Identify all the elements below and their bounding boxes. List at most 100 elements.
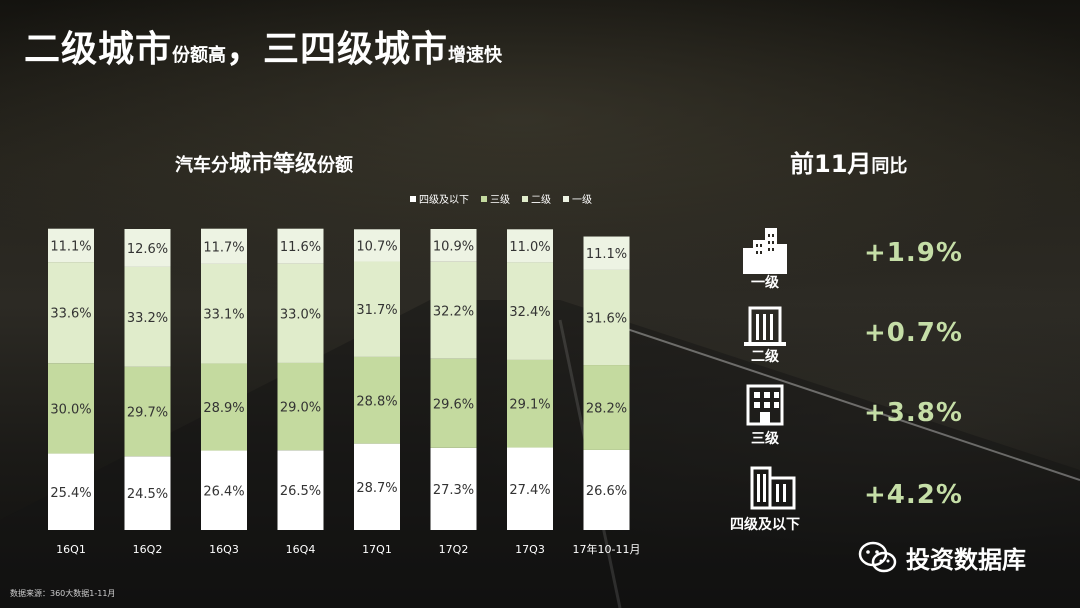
data-label-16Q3-tier1: 11.7%	[203, 240, 244, 255]
bar-segment-16Q3-tier3	[201, 363, 247, 451]
growth-title-big: 前11月	[790, 150, 872, 178]
tier-growth-1: +1.9%	[864, 238, 963, 268]
bar-segment-17Q1-tier1	[354, 229, 400, 262]
x-tick-label-17Q2: 17Q2	[439, 543, 469, 556]
tier-growth-4: +4.2%	[864, 480, 963, 510]
data-label-17Q3-tier2: 32.4%	[509, 305, 550, 320]
bar-segment-16Q4-tier4	[277, 450, 324, 530]
bar-segment-16Q4-tier2	[277, 263, 324, 363]
bar-segment-16Q1-tier1	[48, 228, 94, 263]
data-label-16Q1-tier3: 30.0%	[50, 402, 91, 417]
wechat-watermark: 投资数据库	[858, 540, 1026, 575]
data-label-17Q1-tier2: 31.7%	[356, 303, 397, 318]
legend-swatch-tier2	[522, 195, 528, 202]
bar-segment-16Q2-tier1	[124, 229, 171, 267]
tier-name-3: 三级	[751, 431, 779, 447]
low-building-icon	[750, 466, 796, 510]
bar-segment-16Q4-tier1	[277, 228, 324, 264]
bar-segment-16Q3-tier2	[201, 263, 247, 364]
bar-segment-17年10-11月-tier4	[583, 449, 630, 530]
bar-segment-17Q2-tier4	[430, 447, 477, 530]
data-label-16Q4-tier4: 26.5%	[280, 484, 321, 499]
bar-segment-16Q1-tier3	[48, 363, 94, 454]
data-label-17Q2-tier4: 27.3%	[433, 483, 474, 498]
legend-item-tier4: 四级及以下	[410, 191, 469, 206]
bar-segment-16Q1-tier2	[48, 262, 94, 364]
bar-segment-17Q1-tier3	[354, 356, 400, 444]
city-skyline-icon	[743, 228, 787, 274]
bar-segment-16Q3-tier1	[201, 228, 247, 264]
bar-segment-17Q3-tier3	[507, 359, 553, 448]
page-title: 二级城市份额高，三四级城市增速快	[24, 20, 502, 72]
data-label-17年10-11月-tier1: 11.1%	[586, 247, 627, 262]
data-label-17Q3-tier3: 29.1%	[509, 398, 550, 413]
bar-segment-17年10-11月-tier1	[583, 236, 630, 270]
growth-title-small: 同比	[871, 156, 908, 177]
x-tick-label-16Q3: 16Q3	[209, 543, 239, 556]
data-label-16Q2-tier1: 12.6%	[127, 242, 168, 257]
legend-label-tier1: 一级	[572, 195, 592, 206]
data-label-16Q2-tier3: 29.7%	[127, 406, 168, 421]
title-part1-small: 份额高	[172, 45, 227, 66]
bar-segment-17Q3-tier1	[507, 229, 553, 263]
title-part2-big: 三四级城市	[263, 29, 449, 70]
bar-segment-17Q2-tier3	[430, 358, 477, 448]
title-part2-small: 增速快	[448, 45, 503, 66]
bar-segment-17Q1-tier4	[354, 443, 400, 530]
tier-row-1: 一级 +1.9%	[720, 226, 970, 306]
watermark-text: 投资数据库	[906, 546, 1026, 574]
x-tick-label-17Q1: 17Q1	[362, 543, 392, 556]
data-label-16Q4-tier2: 33.0%	[280, 307, 321, 322]
chart-title-main: 城市等级	[229, 152, 318, 177]
bar-segment-16Q3-tier4	[201, 450, 247, 530]
legend-swatch-tier1	[563, 195, 569, 202]
bar-segment-17年10-11月-tier2	[583, 269, 630, 366]
tier-row-4: 四级及以下 +4.2%	[720, 462, 970, 542]
data-label-16Q3-tier3: 28.9%	[203, 401, 244, 416]
tier-name-2: 二级	[751, 349, 779, 365]
bar-segment-16Q2-tier4	[124, 456, 171, 530]
bar-segment-16Q1-tier4	[48, 453, 94, 530]
tier-growth-2: +0.7%	[864, 318, 963, 348]
legend-item-tier3: 三级	[481, 191, 510, 206]
data-label-17Q1-tier3: 28.8%	[356, 394, 397, 409]
x-tick-label-17Q3: 17Q3	[515, 543, 545, 556]
legend-swatch-tier3	[481, 195, 487, 202]
x-tick-label-17年10-11月: 17年10-11月	[573, 542, 641, 556]
bar-segment-17Q1-tier2	[354, 261, 400, 357]
data-label-17Q2-tier3: 29.6%	[433, 397, 474, 412]
bar-segment-16Q2-tier3	[124, 366, 171, 457]
legend-swatch-tier4	[410, 195, 416, 202]
title-separator: ，	[226, 29, 264, 70]
data-label-16Q3-tier2: 33.1%	[203, 308, 244, 323]
data-label-17Q1-tier4: 28.7%	[356, 481, 397, 496]
data-label-16Q2-tier2: 33.2%	[127, 311, 168, 326]
legend-label-tier3: 三级	[490, 195, 510, 206]
x-tick-label-16Q1: 16Q1	[56, 543, 86, 556]
bar-segment-17Q2-tier2	[430, 261, 477, 359]
bar-segment-16Q4-tier3	[277, 362, 324, 451]
bar-segment-17Q3-tier2	[507, 262, 553, 360]
legend-item-tier2: 二级	[522, 191, 551, 206]
tier-growth-3: +3.8%	[864, 398, 963, 428]
tall-building-icon	[744, 306, 786, 346]
title-part1-big: 二级城市	[24, 29, 173, 70]
growth-panel-title: 前11月同比	[790, 144, 907, 179]
data-label-16Q2-tier4: 24.5%	[127, 487, 168, 502]
data-label-16Q4-tier3: 29.0%	[280, 401, 321, 416]
chart-legend: 四级及以下 三级 二级 一级	[410, 191, 592, 206]
stacked-bar-chart: 25.4% 30.0% 33.6% 11.1% 16Q1 24.5% 29.7% 33.2% 1…	[48, 228, 641, 556]
legend-label-tier4: 四级及以下	[419, 195, 469, 206]
data-label-16Q3-tier4: 26.4%	[203, 484, 244, 499]
data-source-note: 数据来源：360大数据1-11月	[10, 589, 116, 598]
data-label-16Q4-tier1: 11.6%	[280, 240, 321, 255]
data-label-17年10-11月-tier4: 26.6%	[586, 484, 627, 499]
bar-segment-17年10-11月-tier3	[583, 365, 630, 450]
data-label-17Q3-tier1: 11.0%	[509, 240, 550, 255]
legend-label-tier2: 二级	[531, 195, 551, 206]
chart-title: 汽车分城市等级份额	[175, 146, 353, 178]
tier-row-3: 三级 +3.8%	[720, 382, 970, 462]
x-tick-label-16Q4: 16Q4	[286, 543, 316, 556]
legend-item-tier1: 一级	[563, 191, 592, 206]
wechat-icon	[858, 541, 897, 572]
